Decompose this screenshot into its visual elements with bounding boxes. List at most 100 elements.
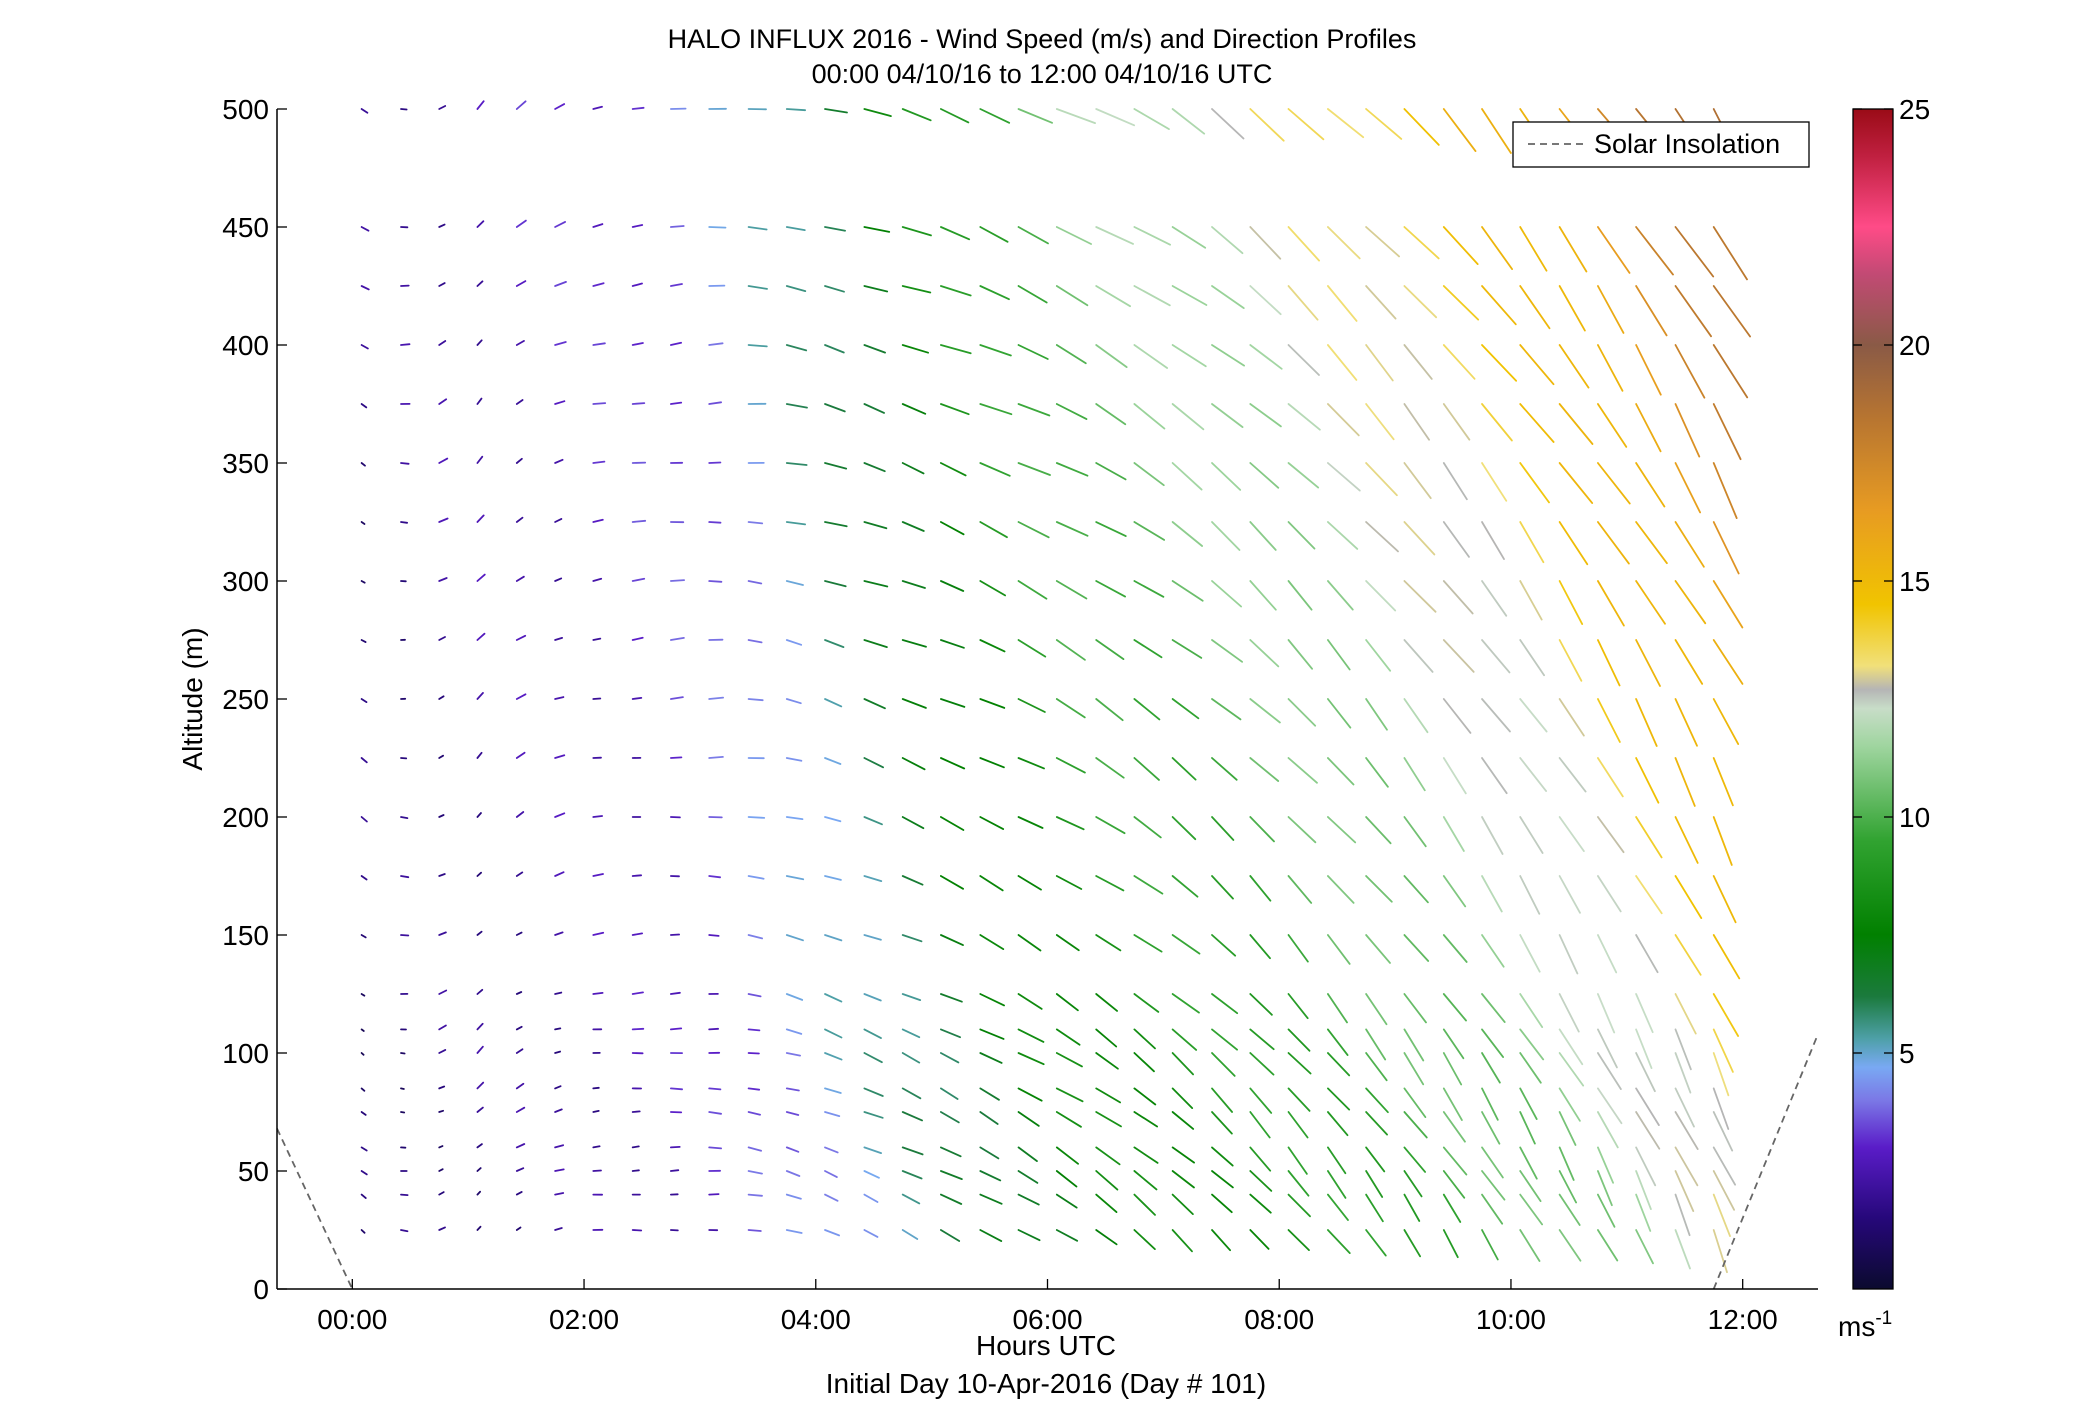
wind-arrow bbox=[901, 403, 927, 415]
wind-arrow bbox=[1055, 816, 1085, 831]
wind-arrow bbox=[1133, 580, 1165, 598]
wind-arrow bbox=[515, 1048, 524, 1054]
wind-arrow bbox=[1519, 816, 1544, 854]
wind-arrow bbox=[631, 697, 643, 700]
wind-arrow bbox=[438, 105, 447, 110]
wind-arrow bbox=[1287, 580, 1313, 611]
wind-arrow bbox=[554, 931, 564, 936]
wind-arrow bbox=[1211, 403, 1244, 429]
wind-arrow bbox=[1365, 462, 1398, 497]
wind-arrow bbox=[670, 579, 685, 582]
wind-arrow bbox=[1712, 403, 1742, 461]
wind-arrow bbox=[1481, 639, 1511, 674]
wind-arrow bbox=[940, 108, 970, 124]
wind-arrow bbox=[1055, 1087, 1084, 1103]
wind-arrow bbox=[1519, 1087, 1538, 1120]
wind-arrow bbox=[1712, 816, 1733, 866]
wind-arrow bbox=[785, 875, 805, 881]
wind-arrow bbox=[863, 698, 886, 710]
wind-arrow bbox=[1365, 580, 1397, 612]
wind-arrow bbox=[476, 220, 485, 228]
y-axis-label: Altitude (m) bbox=[177, 627, 208, 770]
wind-arrow bbox=[1403, 226, 1440, 260]
wind-arrow bbox=[1519, 875, 1541, 915]
wind-arrow bbox=[438, 636, 446, 641]
wind-arrow bbox=[1403, 1170, 1423, 1198]
wind-arrow bbox=[1249, 698, 1281, 724]
wind-arrow bbox=[1287, 993, 1309, 1020]
wind-arrow bbox=[1481, 580, 1508, 617]
wind-arrow bbox=[979, 226, 1009, 243]
wind-arrow bbox=[438, 1191, 445, 1196]
wind-arrow bbox=[901, 757, 926, 771]
wind-arrow bbox=[1558, 934, 1579, 975]
wind-arrow bbox=[1597, 462, 1631, 505]
wind-arrow bbox=[592, 342, 606, 346]
wind-arrow bbox=[515, 575, 525, 582]
wind-arrow bbox=[1133, 403, 1166, 430]
wind-arrow bbox=[1403, 1146, 1426, 1173]
wind-arrow bbox=[979, 698, 1006, 709]
wind-arrow bbox=[438, 577, 448, 582]
wind-arrow bbox=[863, 344, 886, 354]
wind-arrow bbox=[1171, 875, 1199, 898]
wind-arrow bbox=[1133, 1052, 1155, 1073]
wind-arrow bbox=[785, 1146, 800, 1153]
wind-arrow bbox=[1249, 462, 1280, 489]
wind-arrow bbox=[631, 874, 642, 877]
x-axis-label-day: Initial Day 10-Apr-2016 (Day # 101) bbox=[826, 1368, 1266, 1399]
wind-arrow bbox=[1442, 757, 1467, 795]
wind-arrow bbox=[515, 457, 523, 464]
wind-arrow bbox=[670, 637, 685, 641]
wind-arrow bbox=[1055, 639, 1086, 661]
wind-arrow bbox=[863, 521, 888, 530]
wind-arrow bbox=[1481, 344, 1517, 382]
wind-arrow bbox=[438, 931, 447, 936]
wind-arrow bbox=[1171, 403, 1205, 431]
wind-arrow bbox=[1249, 580, 1277, 611]
wind-arrow bbox=[1171, 639, 1203, 659]
wind-arrow bbox=[1519, 639, 1545, 677]
wind-arrow bbox=[1287, 521, 1316, 550]
y-axis-ticks: 0 50 100 150 200 250 300 350 400 450 500 bbox=[222, 94, 287, 1305]
wind-arrow bbox=[476, 1081, 485, 1090]
wind-arrow bbox=[476, 100, 485, 110]
wind-arrow bbox=[438, 814, 445, 818]
wind-arrow bbox=[979, 1193, 1003, 1205]
wind-arrow bbox=[1211, 875, 1234, 900]
wind-arrow bbox=[1017, 1087, 1043, 1102]
wind-arrow bbox=[785, 226, 806, 232]
wind-arrow bbox=[476, 1045, 484, 1054]
wind-arrow bbox=[1171, 344, 1207, 368]
wind-arrow bbox=[863, 1229, 879, 1238]
wind-arrow bbox=[979, 521, 1008, 539]
wind-arrow bbox=[360, 285, 370, 291]
wind-arrow bbox=[592, 637, 602, 641]
wind-arrow bbox=[1249, 1170, 1273, 1192]
wind-arrow bbox=[824, 580, 847, 588]
wind-arrow bbox=[1712, 1193, 1731, 1237]
wind-arrow bbox=[515, 811, 525, 818]
wind-arrow bbox=[554, 577, 563, 582]
wind-arrow bbox=[1095, 1229, 1118, 1246]
wind-arrow bbox=[1055, 1028, 1081, 1046]
colorbar-tick-label: 20 bbox=[1899, 330, 1930, 361]
wind-arrow bbox=[785, 1193, 802, 1200]
wind-arrow bbox=[1211, 757, 1238, 781]
wind-arrow bbox=[1171, 1146, 1195, 1164]
wind-arrow bbox=[1403, 639, 1434, 673]
wind-arrow bbox=[1403, 1028, 1425, 1062]
wind-arrow bbox=[1558, 285, 1586, 332]
wind-arrow bbox=[824, 521, 848, 528]
wind-arrow bbox=[554, 637, 563, 641]
wind-arrow bbox=[824, 993, 843, 1003]
wind-arrow bbox=[1712, 462, 1738, 519]
wind-arrow bbox=[1211, 580, 1242, 608]
wind-arrow bbox=[863, 1087, 884, 1097]
colorbar-tick-label: 5 bbox=[1899, 1038, 1915, 1069]
wind-arrow bbox=[476, 812, 482, 818]
wind-arrow bbox=[1017, 344, 1049, 360]
wind-arrow bbox=[400, 816, 409, 819]
wind-arrow bbox=[1558, 521, 1589, 566]
wind-arrow bbox=[901, 639, 927, 648]
